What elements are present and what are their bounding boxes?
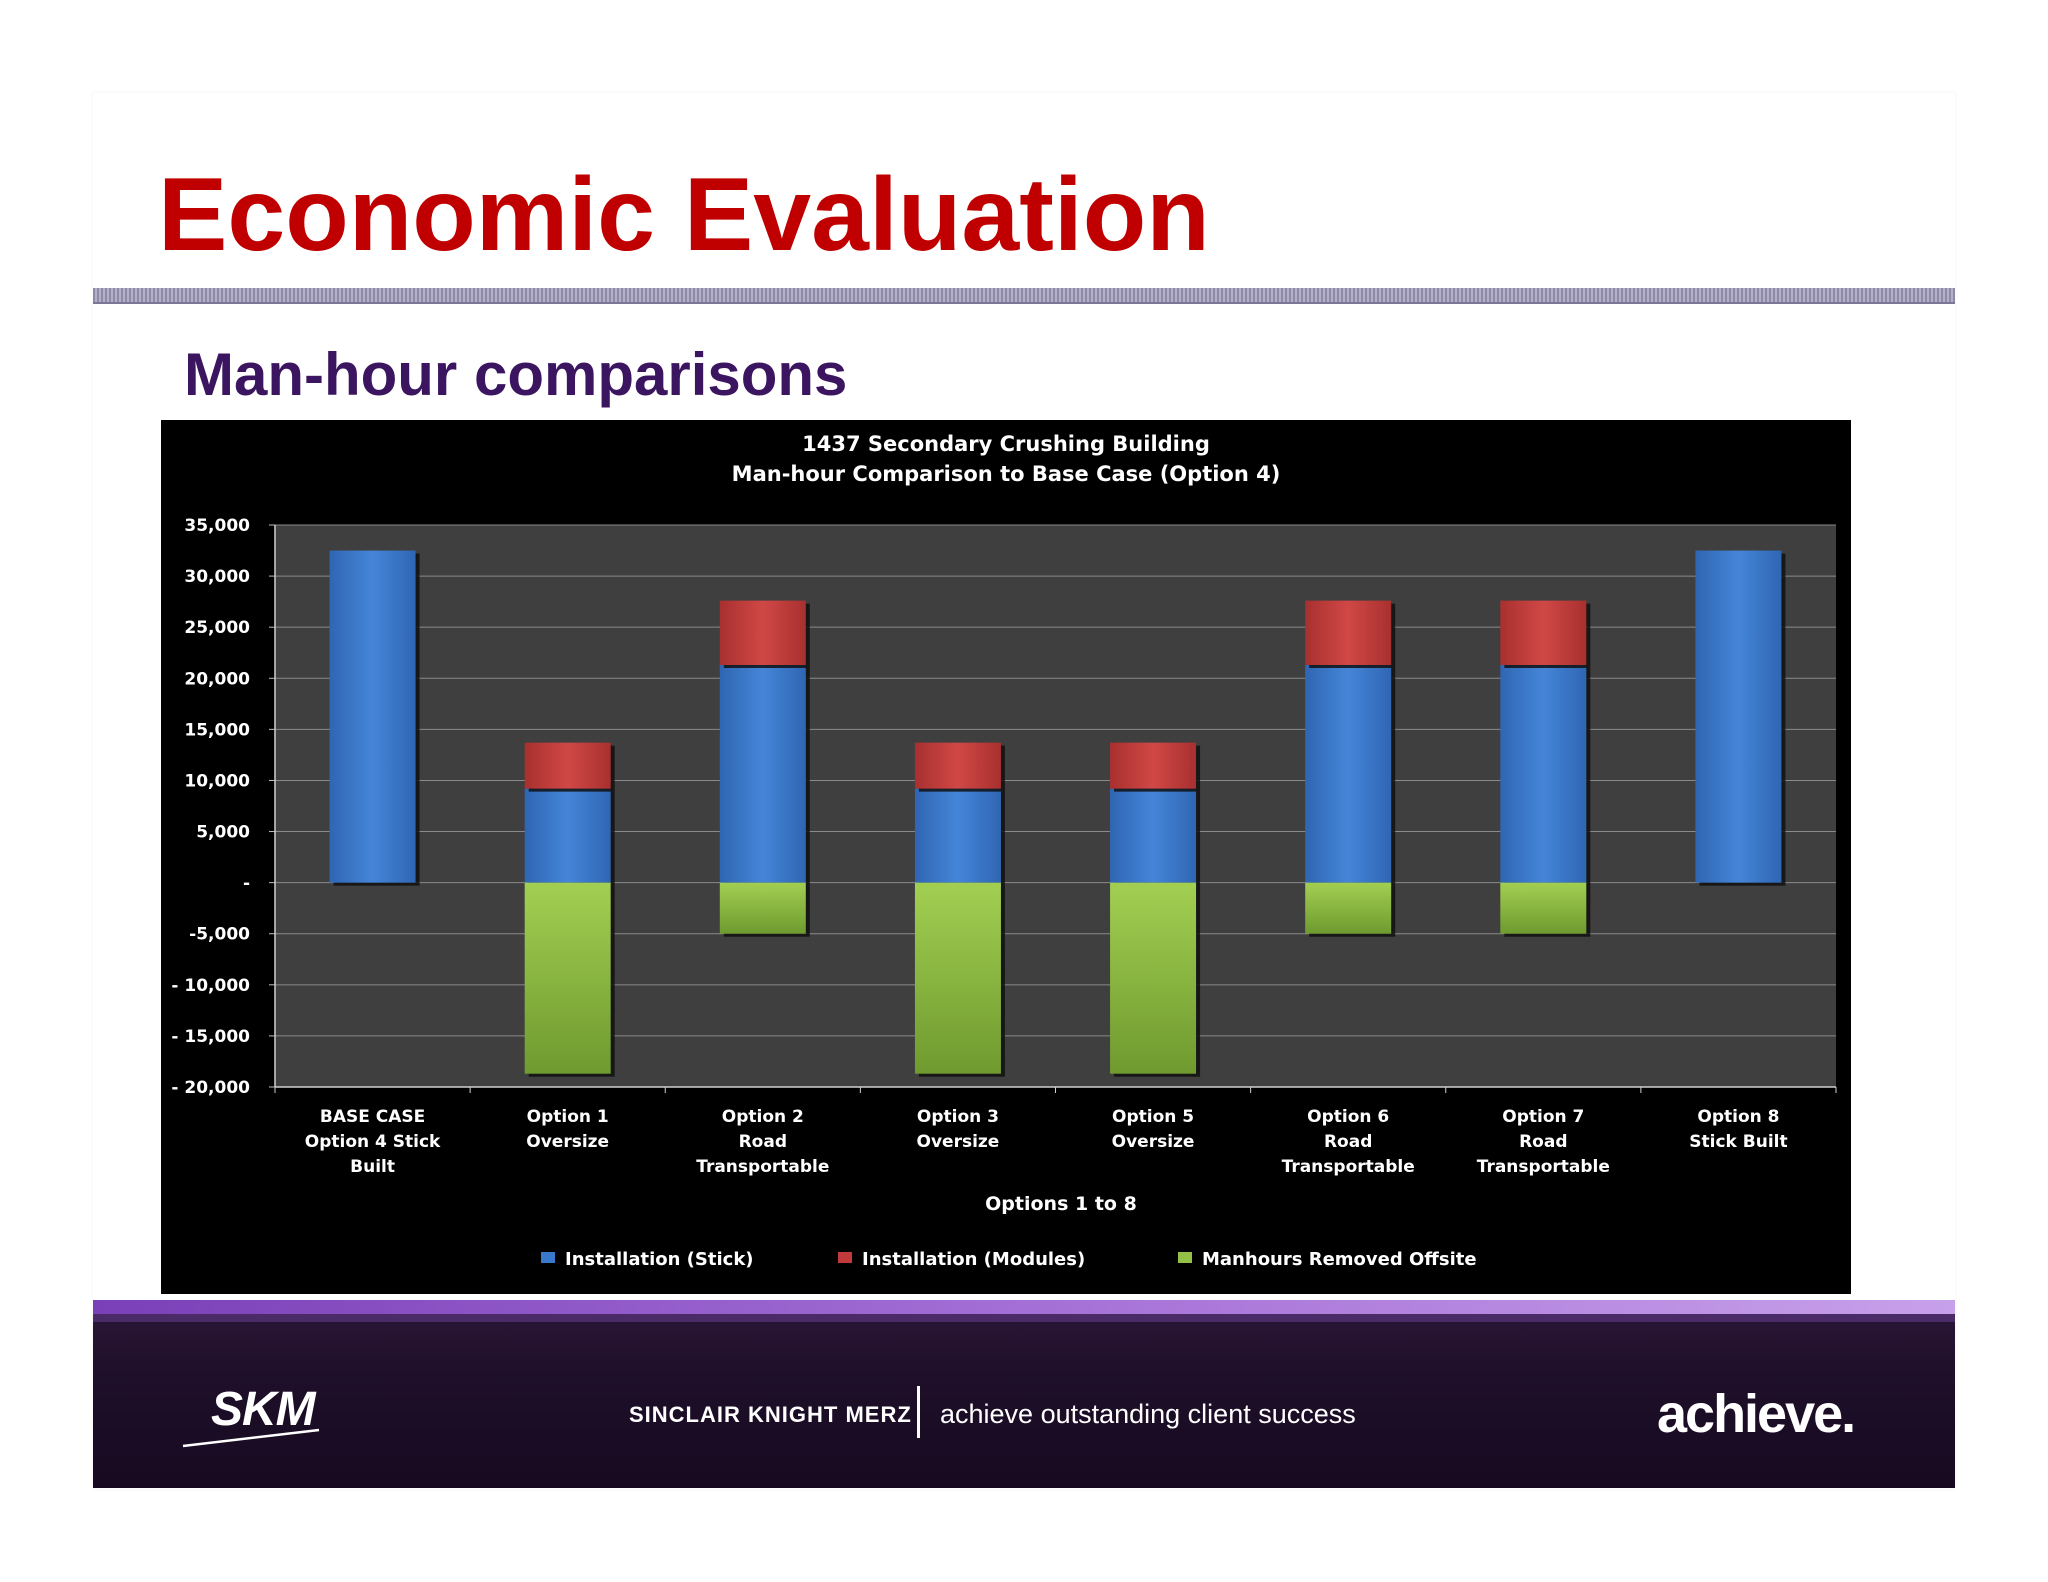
- chart-svg: 35,000 30,000 25,000 20,000 15,000 10,000 5,00…: [171, 432, 1837, 1270]
- y-tick-label: - 20,000: [171, 1078, 250, 1098]
- x-tick-label: Option 4 Stick: [305, 1132, 441, 1152]
- x-tick-label: Stick Built: [1689, 1132, 1787, 1152]
- chart-container: 35,000 30,000 25,000 20,000 15,000 10,000 5,00…: [161, 420, 1851, 1294]
- bar-installation-modules: [1305, 600, 1392, 665]
- legend-swatch: [1178, 1252, 1192, 1263]
- chart-title: 1437 Secondary Crushing Building: [802, 432, 1210, 456]
- bar-installation-stick: [1500, 664, 1587, 883]
- y-tick-label: 20,000: [184, 669, 250, 689]
- bar-installation-stick: [1305, 664, 1392, 883]
- footer-divider: [917, 1386, 920, 1438]
- y-tick-label: 35,000: [184, 516, 250, 536]
- x-tick-label: Option 1: [527, 1107, 609, 1127]
- legend-label: Installation (Modules): [862, 1249, 1085, 1270]
- legend-swatch: [541, 1252, 555, 1263]
- bar-manhours-removed-offsite: [1305, 882, 1392, 934]
- bar-manhours-removed-offsite: [719, 882, 806, 934]
- bar-manhours-removed-offsite: [914, 882, 1001, 1074]
- slide-subtitle: Man-hour comparisons: [184, 341, 848, 408]
- x-tick-label: BASE CASE: [320, 1107, 425, 1127]
- bar-manhours-removed-offsite: [1110, 882, 1197, 1074]
- bar-manhours-removed-offsite: [524, 882, 611, 1074]
- x-tick-label: Option 8: [1697, 1107, 1779, 1127]
- company-tagline: achieve outstanding client success: [940, 1399, 1356, 1429]
- x-tick-label: Transportable: [696, 1157, 829, 1177]
- footer-accent-band: [93, 1300, 1955, 1314]
- footer-accent-shadow: [93, 1314, 1955, 1322]
- x-tick-label: Built: [350, 1157, 395, 1177]
- x-tick-label: Oversize: [917, 1132, 1000, 1152]
- bar-installation-stick: [1110, 788, 1197, 883]
- y-tick-label: 15,000: [184, 720, 250, 740]
- x-tick-label: Option 3: [917, 1107, 999, 1127]
- bar-installation-stick: [719, 664, 806, 883]
- slide-title: Economic Evaluation: [158, 157, 1210, 273]
- bar-installation-stick: [1695, 550, 1782, 883]
- legend-swatch: [838, 1252, 852, 1263]
- bar-installation-modules: [914, 742, 1001, 789]
- x-tick-label: Option 6: [1307, 1107, 1389, 1127]
- y-tick-label: 5,000: [196, 823, 250, 843]
- bar-installation-modules: [524, 742, 611, 789]
- y-tick-label: -5,000: [189, 925, 250, 945]
- x-tick-label: Transportable: [1282, 1157, 1415, 1177]
- x-axis-title: Options 1 to 8: [985, 1193, 1137, 1215]
- x-tick-label: Option 7: [1502, 1107, 1584, 1127]
- y-tick-label: 30,000: [184, 567, 250, 587]
- bar-installation-modules: [1110, 742, 1197, 789]
- legend-label: Installation (Stick): [565, 1249, 754, 1270]
- skm-logo: SKM: [211, 1383, 316, 1436]
- chart-title: Man-hour Comparison to Base Case (Option…: [732, 462, 1281, 486]
- x-tick-label: Option 5: [1112, 1107, 1194, 1127]
- x-tick-label: Oversize: [526, 1132, 609, 1152]
- bar-installation-stick: [329, 550, 416, 883]
- x-tick-label: Road: [739, 1132, 787, 1152]
- x-tick-label: Transportable: [1477, 1157, 1610, 1177]
- skm-logo-swoosh-icon: [182, 1428, 320, 1448]
- title-divider-line: [93, 302, 1955, 304]
- x-tick-label: Road: [1519, 1132, 1567, 1152]
- bar-manhours-removed-offsite: [1500, 882, 1587, 934]
- footer-bar: SKM SINCLAIR KNIGHT MERZ achieve outstan…: [93, 1300, 1955, 1488]
- bar-installation-modules: [1500, 600, 1587, 665]
- y-tick-label: 10,000: [184, 771, 250, 791]
- y-tick-label: -: [243, 874, 250, 894]
- x-tick-label: Oversize: [1112, 1132, 1195, 1152]
- y-tick-label: - 10,000: [171, 976, 250, 996]
- bar-installation-modules: [719, 600, 806, 665]
- x-tick-label: Road: [1324, 1132, 1372, 1152]
- legend-label: Manhours Removed Offsite: [1202, 1249, 1477, 1270]
- bar-installation-stick: [914, 788, 1001, 883]
- company-name: SINCLAIR KNIGHT MERZ: [629, 1402, 912, 1427]
- plot-area: [275, 525, 1836, 1087]
- achieve-logo: achieve.: [1657, 1384, 1856, 1444]
- y-tick-label: - 15,000: [171, 1027, 250, 1047]
- bar-installation-stick: [524, 788, 611, 883]
- x-tick-label: Option 2: [722, 1107, 804, 1127]
- y-tick-label: 25,000: [184, 618, 250, 638]
